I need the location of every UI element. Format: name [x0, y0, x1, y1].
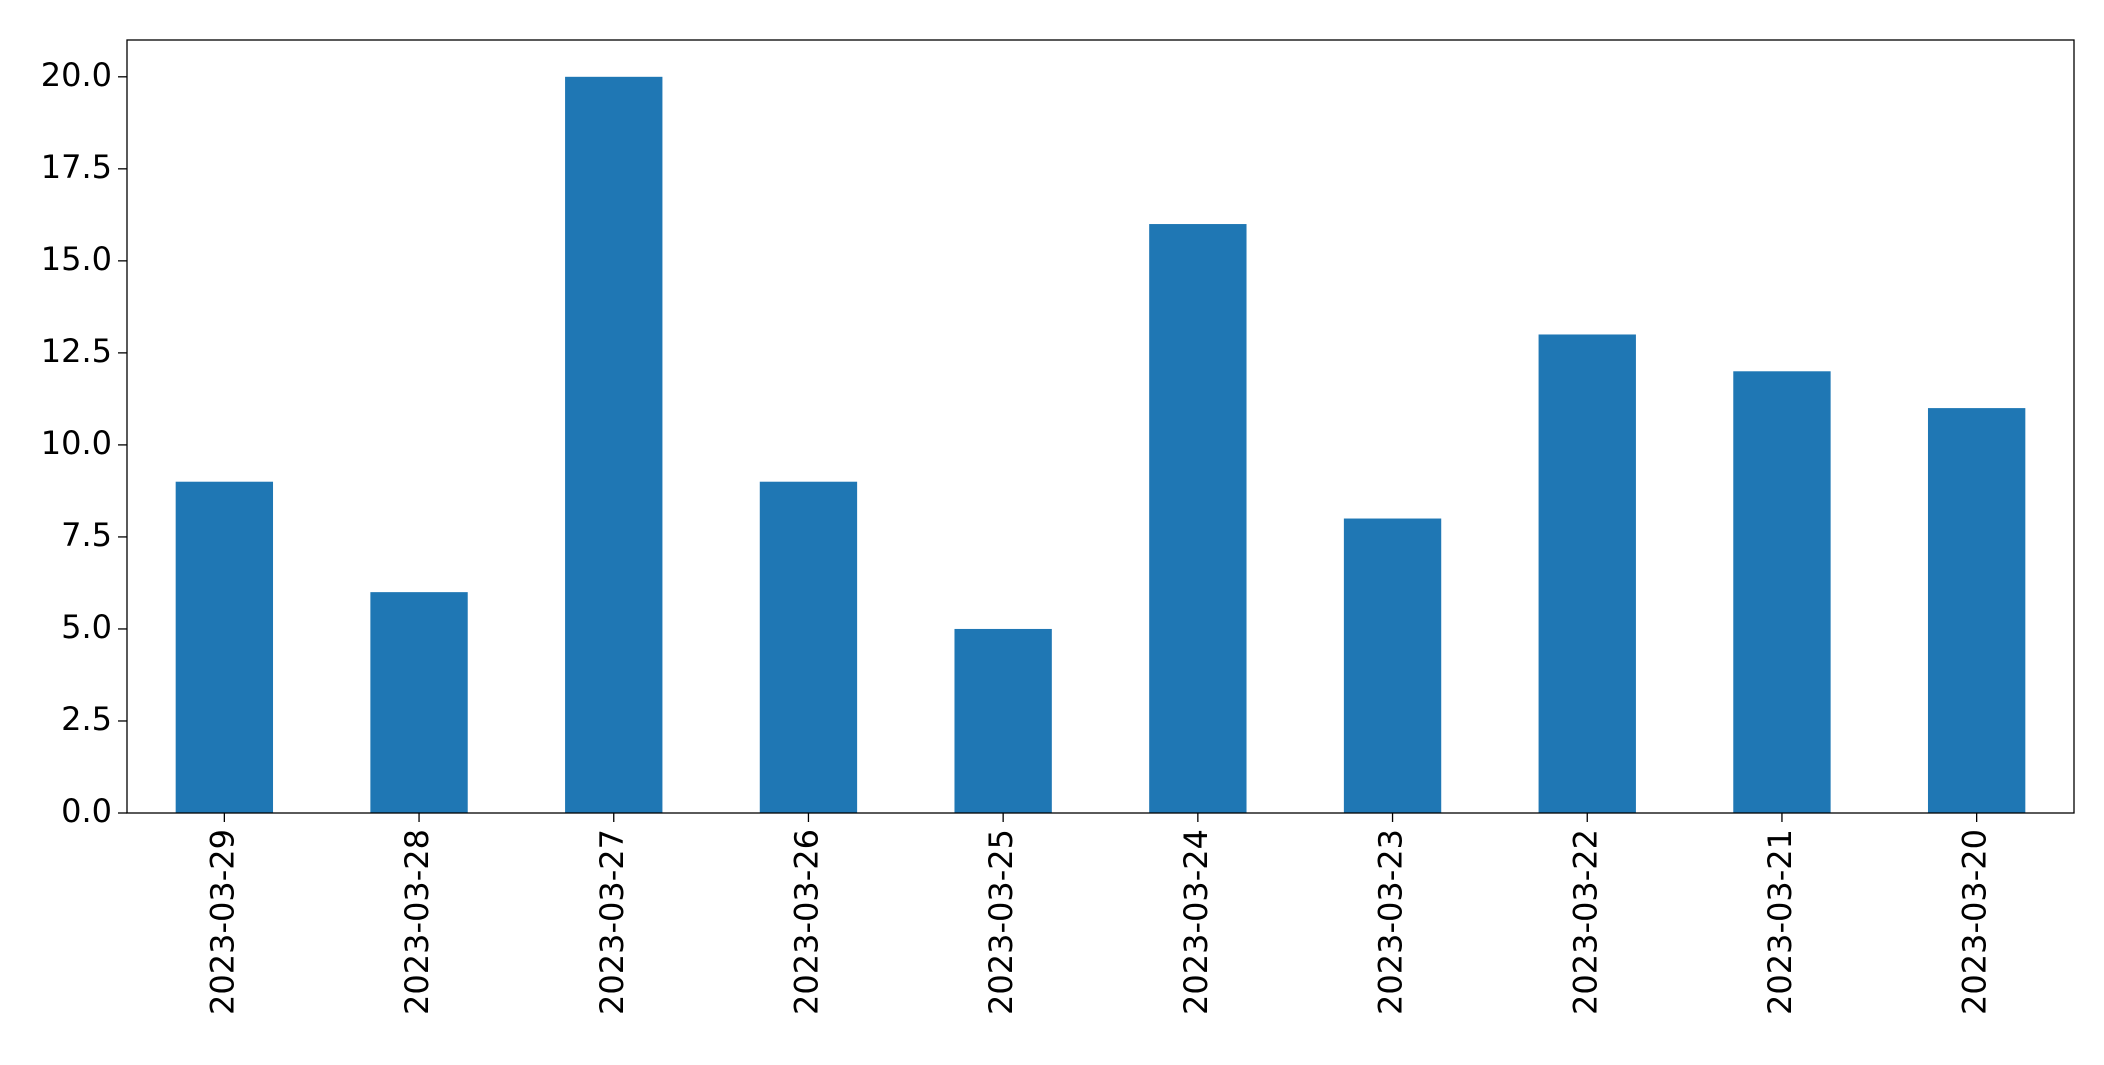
y-tick-label: 10.0: [41, 424, 112, 462]
x-tick-label: 2023-03-21: [1761, 829, 1799, 1015]
y-tick-label: 12.5: [41, 332, 112, 370]
x-tick-label: 2023-03-25: [982, 829, 1020, 1015]
x-tick-label: 2023-03-26: [787, 829, 825, 1015]
x-tick-label: 2023-03-24: [1177, 829, 1215, 1015]
plot-frame: [126, 39, 2075, 814]
y-tick-label: 20.0: [41, 56, 112, 94]
bar: [1343, 518, 1442, 813]
x-tick-label: 2023-03-28: [398, 829, 436, 1015]
bar: [1538, 334, 1636, 813]
bar: [370, 592, 468, 813]
x-tick-label: 2023-03-22: [1566, 829, 1604, 1015]
y-tick-label: 2.5: [61, 700, 112, 738]
bar: [175, 481, 274, 813]
x-tick-label: 2023-03-20: [1956, 829, 1994, 1015]
bar: [565, 76, 663, 814]
bar: [759, 481, 858, 813]
y-tick-label: 0.0: [61, 792, 112, 830]
y-tick-label: 15.0: [41, 240, 112, 278]
y-tick-label: 17.5: [41, 148, 112, 186]
bar: [954, 628, 1052, 813]
bar: [1149, 224, 1247, 814]
x-tick-label: 2023-03-29: [203, 829, 241, 1015]
x-tick-label: 2023-03-27: [593, 829, 631, 1015]
bar: [1927, 408, 2026, 813]
bar: [1733, 371, 1831, 813]
x-tick-label: 2023-03-23: [1372, 829, 1410, 1015]
y-tick-label: 5.0: [61, 608, 112, 646]
y-tick-label: 7.5: [61, 516, 112, 554]
